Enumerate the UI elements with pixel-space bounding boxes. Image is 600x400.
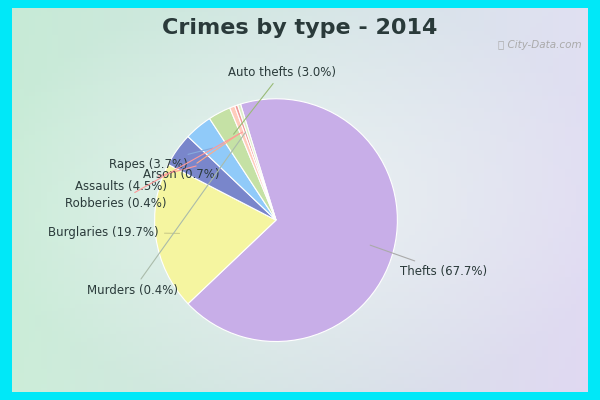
Wedge shape	[235, 105, 276, 220]
Text: Murders (0.4%): Murders (0.4%)	[87, 132, 245, 297]
Text: Burglaries (19.7%): Burglaries (19.7%)	[49, 226, 179, 239]
Wedge shape	[155, 164, 276, 304]
Text: Rapes (3.7%): Rapes (3.7%)	[109, 148, 212, 171]
Text: Crimes by type - 2014: Crimes by type - 2014	[163, 18, 437, 38]
Wedge shape	[188, 99, 397, 342]
Wedge shape	[168, 136, 276, 220]
Wedge shape	[209, 108, 276, 220]
Text: Assaults (4.5%): Assaults (4.5%)	[74, 166, 196, 193]
Wedge shape	[238, 104, 276, 220]
Wedge shape	[230, 106, 276, 220]
Text: Arson (0.7%): Arson (0.7%)	[143, 134, 239, 180]
Text: Auto thefts (3.0%): Auto thefts (3.0%)	[228, 66, 336, 134]
Text: ⓘ City-Data.com: ⓘ City-Data.com	[499, 40, 582, 50]
Wedge shape	[188, 118, 276, 220]
Text: Robberies (0.4%): Robberies (0.4%)	[65, 132, 242, 210]
Text: Thefts (67.7%): Thefts (67.7%)	[370, 245, 487, 278]
